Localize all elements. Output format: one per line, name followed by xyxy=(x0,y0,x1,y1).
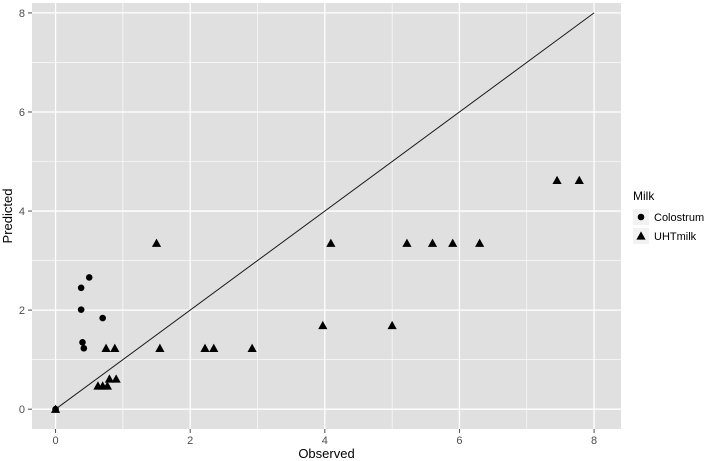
x-tick-label: 6 xyxy=(456,435,462,447)
y-tick-label: 0 xyxy=(19,404,25,416)
y-tick-label: 2 xyxy=(19,305,25,317)
legend-marker-colostrum xyxy=(637,213,645,221)
uhtmilk-point xyxy=(402,238,412,247)
uhtmilk-point xyxy=(50,404,61,413)
legend-items: Colostrum UHTmilk xyxy=(633,209,704,244)
uhtmilk-point xyxy=(552,175,562,185)
uhtmilk-point xyxy=(427,238,438,247)
legend-label-colostrum: Colostrum xyxy=(654,212,704,224)
colostrum-point xyxy=(79,339,86,346)
uhtmilk-point xyxy=(101,343,111,352)
uhtmilk-point xyxy=(448,238,458,247)
uhtmilk-point xyxy=(209,343,219,352)
x-tick-label: 2 xyxy=(187,435,193,447)
uhtmilk-point xyxy=(318,320,328,330)
uhtmilk-point xyxy=(247,343,257,352)
colostrum-point xyxy=(77,284,85,292)
uhtmilk-point xyxy=(151,238,162,247)
uhtmilk-point xyxy=(104,374,115,383)
uhtmilk-point xyxy=(155,343,165,352)
y-tick-label: 4 xyxy=(19,206,25,218)
y-axis-title: Predicted xyxy=(0,189,15,244)
uhtmilk-point xyxy=(326,238,336,247)
colostrum-point xyxy=(80,344,88,352)
uhtmilk-point xyxy=(387,320,397,330)
legend-title: Milk xyxy=(633,189,655,203)
x-tick-label: 0 xyxy=(52,435,58,447)
uhtmilk-point xyxy=(574,175,584,185)
uhtmilk-point xyxy=(475,238,485,247)
uhtmilk-point xyxy=(111,374,121,383)
reference-line xyxy=(55,12,595,410)
data-points xyxy=(50,175,584,413)
y-tick-label: 6 xyxy=(19,107,25,119)
x-tick-label: 4 xyxy=(322,435,328,447)
legend-label-uhtmilk: UHTmilk xyxy=(654,231,697,243)
colostrum-point xyxy=(85,274,93,281)
x-tick-label: 8 xyxy=(591,435,597,447)
legend-marker-uhtmilk xyxy=(636,231,646,240)
y-tick-label: 8 xyxy=(19,8,25,20)
plot-panel xyxy=(32,3,621,429)
uhtmilk-point xyxy=(110,343,120,352)
colostrum-point xyxy=(77,306,85,313)
x-axis-title: Observed xyxy=(298,446,354,461)
colostrum-point xyxy=(99,314,106,322)
uhtmilk-point xyxy=(200,343,210,352)
legend: Milk Colostrum UHTmilk xyxy=(633,189,704,244)
axis-ticks: 0 2 4 6 8 0 2 4 6 8 xyxy=(19,8,597,447)
grid-lines xyxy=(32,3,621,429)
uhtmilk-point xyxy=(102,381,112,390)
